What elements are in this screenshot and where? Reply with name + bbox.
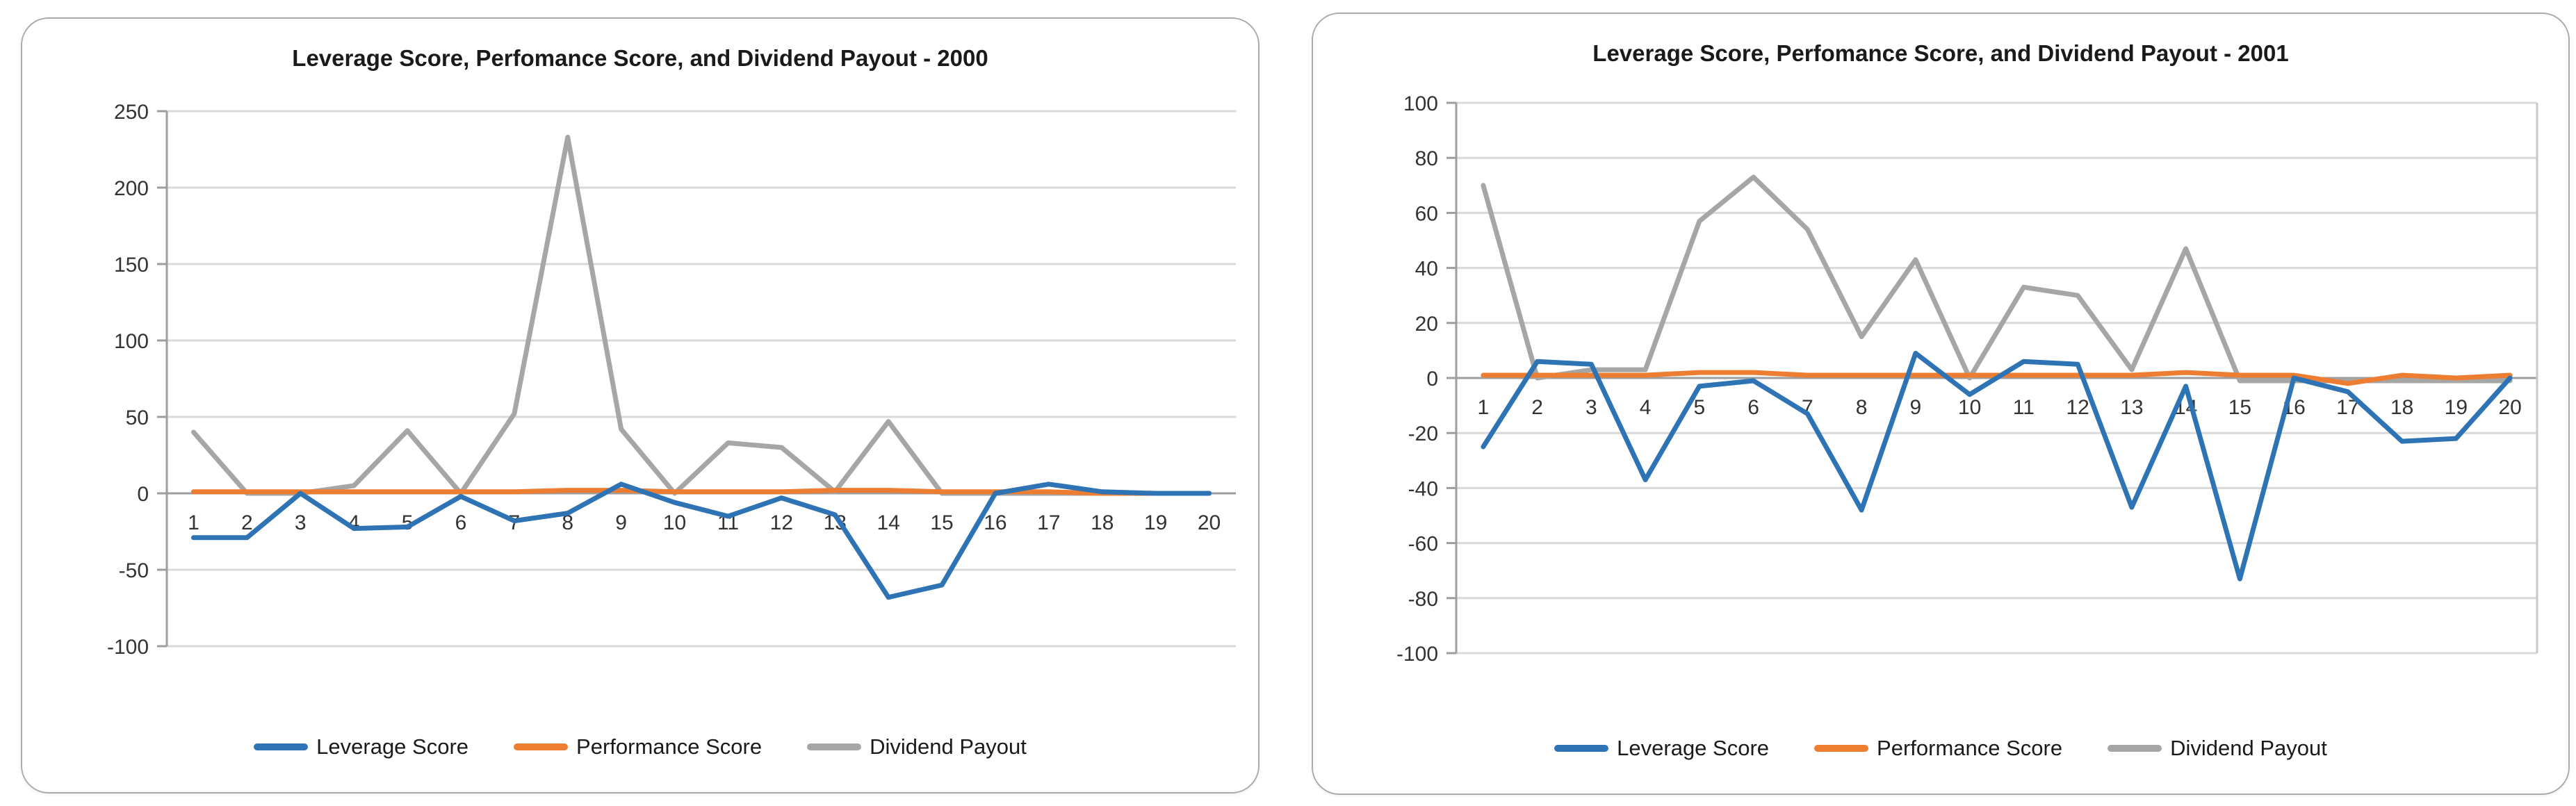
x-tick-label: 8 [1856, 396, 1868, 419]
legend-label-performance-score: Performance Score [576, 734, 763, 759]
y-tick-label: 40 [1415, 258, 1438, 281]
legend-swatch-dividend-payout [2108, 745, 2162, 752]
x-tick-label: 14 [877, 511, 899, 534]
leverage-score-line-2000 [190, 482, 1212, 600]
y-tick-label: -50 [119, 559, 149, 582]
x-tick-label: 5 [1694, 396, 1706, 419]
legend-label-performance-score: Performance Score [1877, 736, 2063, 760]
legend-swatch-performance-score [1814, 745, 1869, 752]
chart-title-2001: Leverage Score, Perfomance Score, and Di… [1592, 40, 2289, 66]
y-tick-label: -80 [1408, 588, 1438, 611]
x-tick-label: 2 [241, 511, 253, 534]
y-tick-label: 100 [114, 330, 149, 353]
legend-swatch-leverage-score [254, 743, 309, 750]
legend-item-dividend-payout: Dividend Payout [807, 734, 1027, 759]
x-tick-label: 13 [2120, 396, 2143, 419]
x-tick-label: 3 [1585, 396, 1597, 419]
legend-label-leverage-score: Leverage Score [1617, 736, 1770, 760]
y-tick-label: -20 [1408, 422, 1438, 445]
x-tick-label: 19 [2445, 396, 2468, 419]
y-tick-label: 50 [126, 406, 149, 429]
chart-card-2000: Leverage Score, Perfomance Score, and Di… [21, 17, 1260, 793]
x-tick-label: 6 [1747, 396, 1759, 419]
legend-2001: Leverage Score Performance Score Dividen… [1313, 734, 2568, 762]
x-tick-label: 4 [1640, 396, 1652, 419]
x-tick-label: 9 [615, 511, 627, 534]
y-tick-label: -100 [107, 636, 149, 659]
legend-item-performance-score: Performance Score [1814, 736, 2062, 761]
x-tick-label: 8 [562, 511, 573, 534]
x-tick-label: 15 [2228, 396, 2251, 419]
legend-item-performance-score: Performance Score [514, 734, 762, 759]
x-tick-label: 17 [1037, 511, 1060, 534]
x-tick-label: 10 [663, 511, 686, 534]
legend-label-dividend-payout: Dividend Payout [870, 734, 1027, 759]
x-tick-label: 6 [455, 511, 467, 534]
y-tick-label: -40 [1408, 477, 1438, 500]
x-tick-label: 1 [188, 511, 199, 534]
x-tick-label: 16 [984, 511, 1006, 534]
legend-item-leverage-score: Leverage Score [254, 734, 468, 759]
x-tick-label: 12 [770, 511, 793, 534]
y-tick-label: 20 [1415, 313, 1438, 336]
chart-title-2000: Leverage Score, Perfomance Score, and Di… [292, 45, 988, 71]
legend-item-leverage-score: Leverage Score [1554, 736, 1769, 761]
x-tick-label: 18 [2390, 396, 2413, 419]
x-tick-label: 18 [1091, 511, 1114, 534]
y-tick-label: -60 [1408, 533, 1438, 556]
y-tick-label: 200 [114, 177, 149, 200]
x-tick-label: 1 [1478, 396, 1490, 419]
y-tick-label: 80 [1415, 147, 1438, 170]
legend-2000: Leverage Score Performance Score Dividen… [22, 733, 1258, 761]
y-tick-label: 100 [1403, 92, 1438, 115]
y-tick-label: 150 [114, 254, 149, 277]
x-tick-label: 9 [1910, 396, 1922, 419]
legend-item-dividend-payout: Dividend Payout [2108, 736, 2327, 761]
dividend-payout-line-2000 [190, 134, 1212, 496]
x-tick-label: 10 [1958, 396, 1981, 419]
x-tick-label: 19 [1144, 511, 1167, 534]
x-tick-label: 15 [930, 511, 953, 534]
legend-label-dividend-payout: Dividend Payout [2170, 736, 2327, 760]
y-tick-label: -100 [1396, 643, 1438, 666]
x-tick-label: 11 [2013, 396, 2035, 419]
y-tick-label: 250 [114, 101, 149, 124]
x-tick-label: 3 [295, 511, 307, 534]
y-tick-label: 0 [137, 483, 149, 506]
legend-swatch-leverage-score [1554, 745, 1609, 752]
x-tick-label: 2 [1531, 396, 1543, 419]
x-tick-label: 20 [2498, 396, 2521, 419]
leverage-score-line-2001 [1481, 350, 2513, 582]
y-tick-label: 60 [1415, 202, 1438, 225]
legend-label-leverage-score: Leverage Score [316, 734, 469, 759]
y-tick-label: 0 [1426, 368, 1438, 390]
legend-swatch-performance-score [514, 743, 569, 750]
x-tick-label: 12 [2066, 396, 2089, 419]
x-tick-label: 20 [1198, 511, 1221, 534]
dividend-payout-line-2001 [1481, 174, 2513, 384]
performance-score-line-2000 [190, 488, 1212, 496]
legend-swatch-dividend-payout [807, 743, 862, 750]
